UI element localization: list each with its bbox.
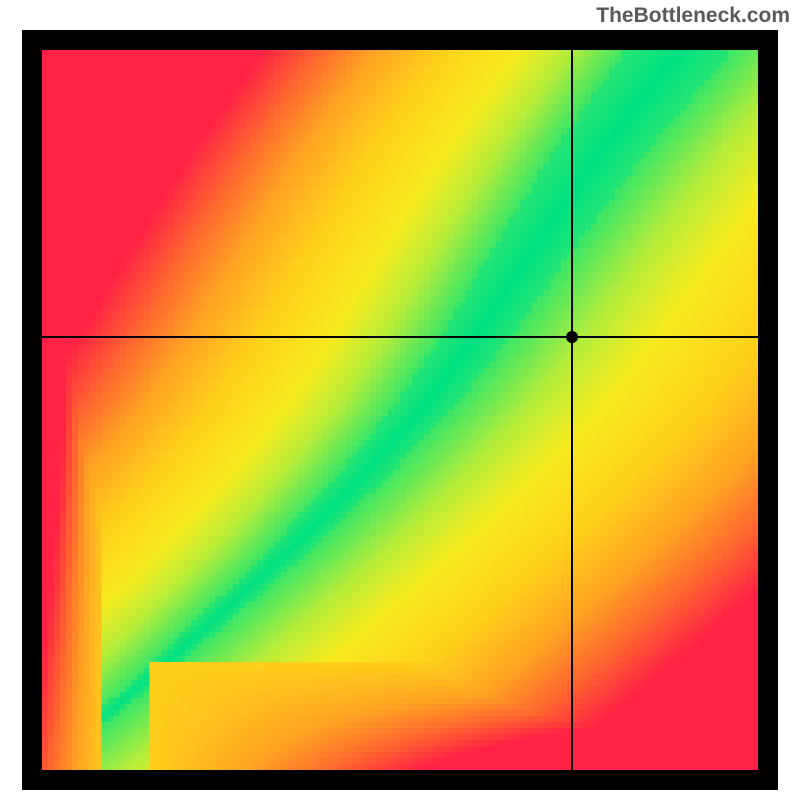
heatmap-plot bbox=[42, 50, 758, 770]
watermark-text: TheBottleneck.com bbox=[596, 4, 790, 28]
crosshair-vertical bbox=[571, 50, 573, 770]
crosshair-horizontal bbox=[42, 336, 758, 338]
marker-point bbox=[566, 331, 578, 343]
chart-container: TheBottleneck.com bbox=[0, 0, 800, 800]
